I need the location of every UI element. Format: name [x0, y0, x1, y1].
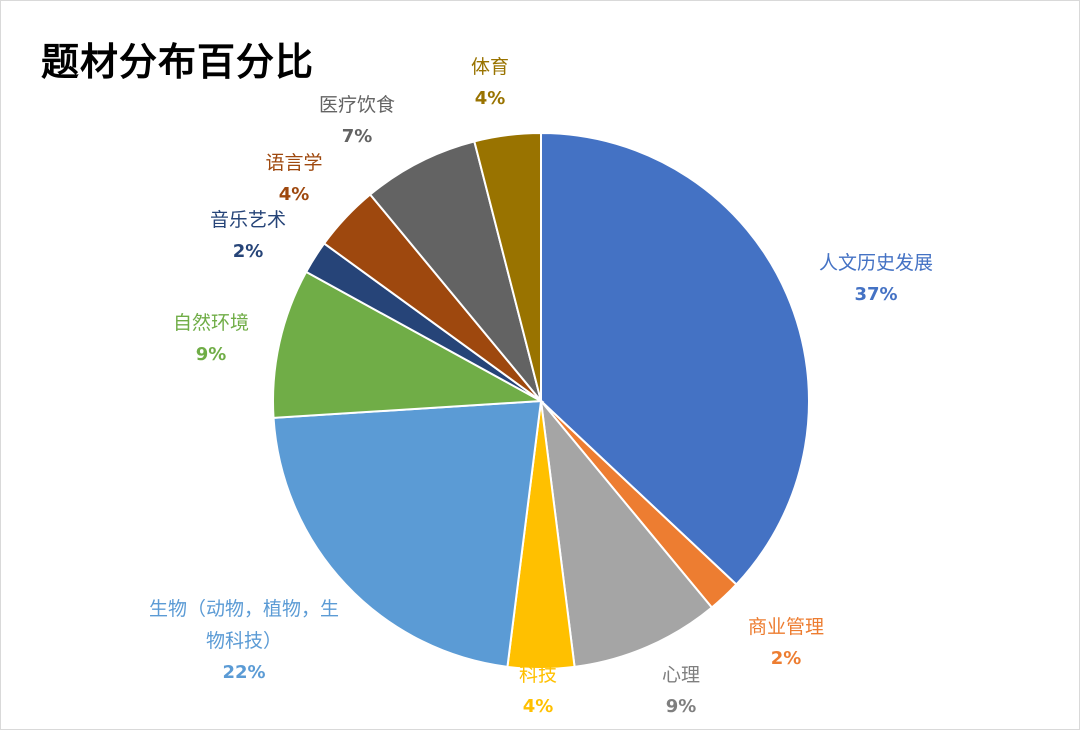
slice-percent: 4%	[522, 696, 554, 717]
slice-percent: 9%	[195, 344, 227, 365]
slice-name: 人文历史发展	[818, 252, 933, 274]
chart-title: 题材分布百分比	[41, 40, 315, 84]
pie-slice	[539, 397, 714, 669]
slice-name: 自然环境	[172, 312, 249, 334]
slice-percent: 9%	[665, 696, 697, 717]
slice-name: 音乐艺术	[209, 209, 286, 231]
slice-name: 商业管理	[747, 616, 824, 638]
slice-percent: 2%	[232, 241, 264, 262]
pie-slice	[272, 399, 543, 669]
slice-percent: 4%	[278, 184, 310, 205]
slice-label: 科技 4%	[478, 659, 598, 723]
slice-percent: 7%	[341, 126, 373, 147]
pie-slice	[272, 270, 545, 419]
pie-slice	[473, 131, 542, 402]
slice-percent: 2%	[770, 648, 802, 669]
slice-name: 心理	[661, 664, 700, 686]
slice-name: 体育	[470, 56, 509, 78]
slice-label: 人文历史发展 37%	[776, 247, 976, 311]
pie-slice	[540, 131, 810, 586]
slice-name: 语言学	[265, 152, 323, 174]
slice-label: 语言学 4%	[224, 147, 364, 211]
slice-percent: 4%	[474, 88, 506, 109]
slice-label: 自然环境 9%	[131, 307, 291, 371]
slice-label: 心理 9%	[621, 659, 741, 723]
slice-label: 生物（动物，植物，生物科技） 22%	[144, 593, 344, 689]
pie-slice	[368, 140, 542, 402]
slice-name: 生物（动物，植物，生物科技）	[148, 598, 339, 652]
slice-name: 科技	[518, 664, 557, 686]
slice-label: 音乐艺术 2%	[168, 204, 328, 268]
slice-percent: 22%	[222, 662, 266, 683]
slice-label: 体育 4%	[440, 51, 540, 115]
slice-label: 商业管理 2%	[706, 611, 866, 675]
slice-percent: 37%	[854, 284, 898, 305]
slice-name: 医疗饮食	[318, 94, 395, 116]
slice-label: 医疗饮食 7%	[287, 89, 427, 153]
